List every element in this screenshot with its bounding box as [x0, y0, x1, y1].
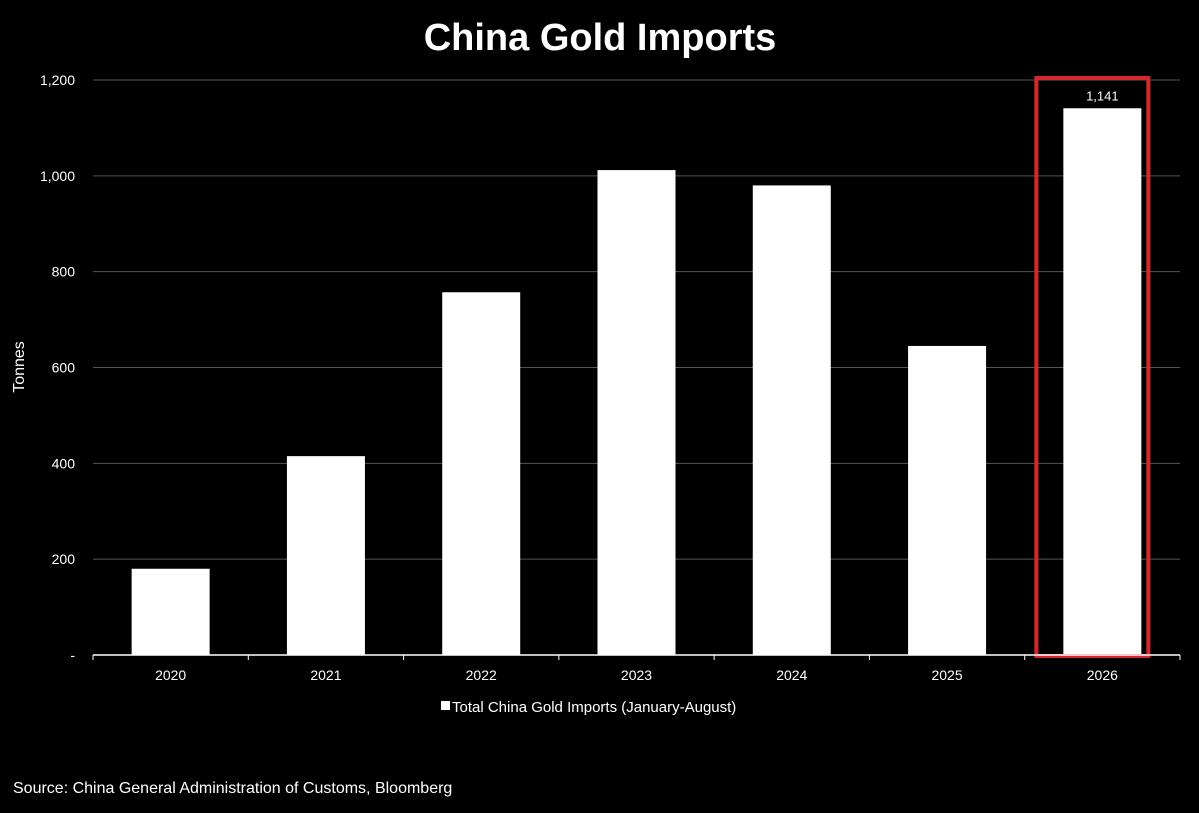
- y-tick-label: 200: [52, 551, 76, 567]
- bar-2026: [1063, 108, 1142, 656]
- x-tick-label: 2026: [1087, 667, 1118, 683]
- bar-2023: [597, 170, 676, 656]
- highlight-box: [1034, 76, 1151, 658]
- x-tick-label: 2023: [621, 667, 652, 683]
- bar-2024: [752, 185, 831, 655]
- y-tick-label: 400: [52, 455, 76, 471]
- x-tick-label: 2025: [931, 667, 962, 683]
- bars: 1,141: [131, 76, 1151, 658]
- y-tick-label: 1,200: [40, 72, 75, 88]
- legend: Total China Gold Imports (January-August…: [441, 699, 736, 716]
- x-tick-label: 2020: [155, 667, 186, 683]
- y-axis-title: Tonnes: [11, 341, 28, 393]
- x-tick-label: 2022: [466, 667, 497, 683]
- axes: - 200 400 600 800 1,000 1,200 2020 2021 2022 2023 2…: [40, 72, 1181, 683]
- y-tick-label: -: [70, 647, 75, 663]
- legend-swatch: [441, 701, 450, 710]
- legend-label: Total China Gold Imports (January-August…: [452, 699, 736, 716]
- bar-2025: [908, 345, 987, 655]
- source-note: Source: China General Administration of …: [13, 780, 452, 797]
- y-tick-label: 600: [52, 360, 76, 376]
- data-label: 1,141: [1086, 88, 1119, 103]
- bar-2020: [131, 568, 210, 655]
- bar-2022: [442, 292, 521, 655]
- y-tick-label: 1,000: [40, 168, 75, 184]
- y-tick-label: 800: [52, 264, 76, 280]
- chart-title: China Gold Imports: [424, 17, 777, 59]
- x-tick-label: 2024: [776, 667, 807, 683]
- x-tick-label: 2021: [310, 667, 341, 683]
- bar-2021: [286, 456, 365, 655]
